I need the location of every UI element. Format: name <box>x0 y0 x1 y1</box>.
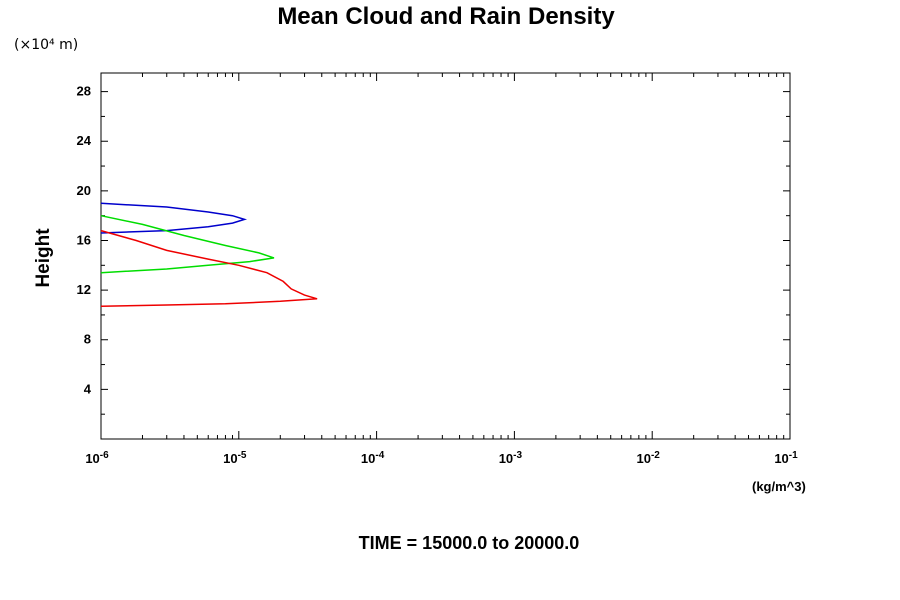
x-axis: 10-6 10-5 10-4 10-3 10-2 10-1 <box>85 73 798 466</box>
y-tick-label: 12 <box>77 282 91 297</box>
y-tick-label: 28 <box>77 84 91 99</box>
x-tick-label: 10-4 <box>361 450 385 466</box>
chart-title: Mean Cloud and Rain Density <box>277 3 615 30</box>
y-tick-label: 16 <box>77 232 91 247</box>
x-tick-label: 10-5 <box>223 450 247 466</box>
x-tick-base: 10 <box>85 451 99 466</box>
x-tick-exponent: -3 <box>513 450 522 461</box>
y-tick-label: 24 <box>77 133 92 148</box>
plot-frame <box>100 72 791 440</box>
series-layer <box>100 202 318 307</box>
x-tick-exponent: -4 <box>375 450 384 461</box>
x-tick-exponent: -5 <box>238 450 247 461</box>
series-line-1 <box>100 202 248 234</box>
x-tick-base: 10 <box>361 451 375 466</box>
y-tick-label: 8 <box>84 332 91 347</box>
x-tick-exponent: -2 <box>651 450 660 461</box>
series-line-2 <box>100 214 275 274</box>
x-tick-exponent: -1 <box>789 450 798 461</box>
x-tick-label: 10-6 <box>85 450 109 466</box>
x-axis-units: (kg/m^3) <box>752 479 806 494</box>
y-tick-label: 4 <box>84 381 92 396</box>
time-range-caption: TIME = 15000.0 to 20000.0 <box>359 533 580 553</box>
x-tick-base: 10 <box>774 451 788 466</box>
x-tick-base: 10 <box>499 451 513 466</box>
x-tick-exponent: -6 <box>100 450 109 461</box>
y-tick-label: 20 <box>77 183 91 198</box>
x-tick-label: 10-1 <box>774 450 798 466</box>
x-tick-label: 10-2 <box>637 450 661 466</box>
y-axis-label: Height <box>33 228 54 288</box>
x-tick-base: 10 <box>223 451 237 466</box>
y-axis-units: (×10⁴ m) <box>14 37 78 53</box>
y-axis: 4 8 12 16 20 24 28 <box>77 84 790 415</box>
x-tick-label: 10-3 <box>499 450 523 466</box>
series-line-3 <box>100 229 318 307</box>
x-tick-base: 10 <box>637 451 651 466</box>
